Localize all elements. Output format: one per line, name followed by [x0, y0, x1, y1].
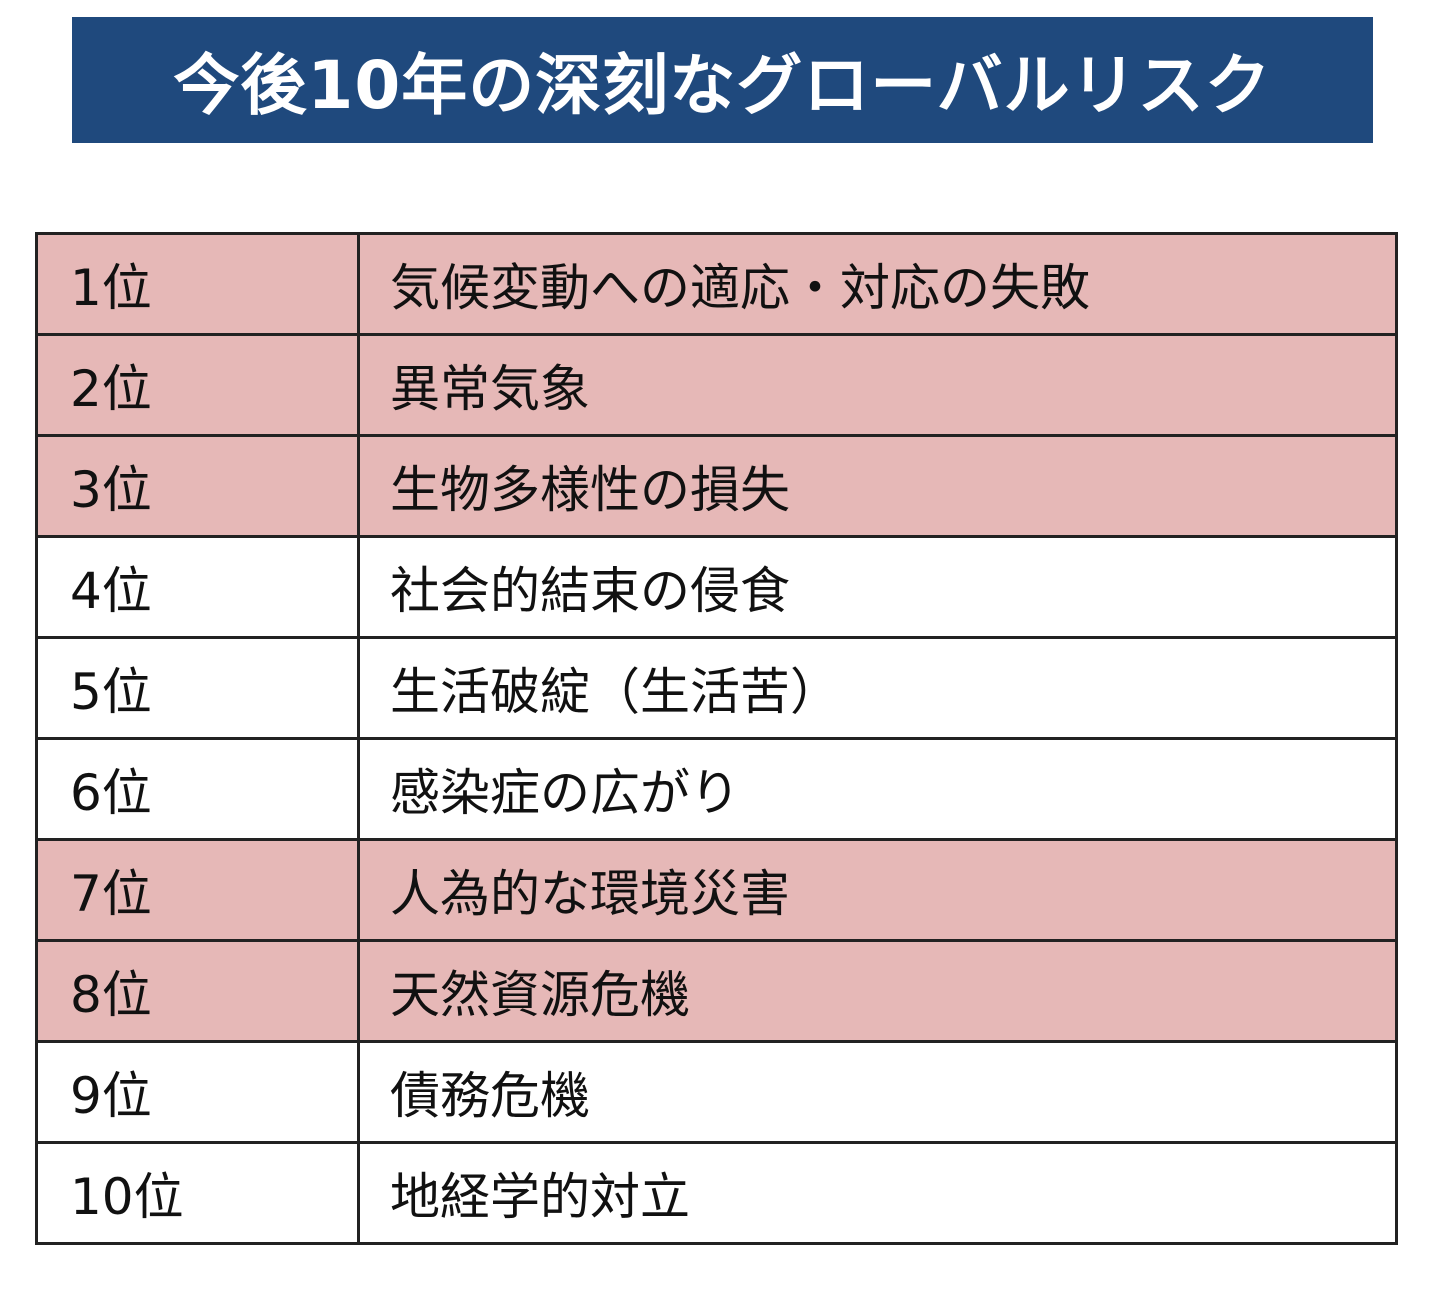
- table-row: 3位 生物多様性の損失: [35, 434, 1398, 538]
- risk-cell: 債務危機: [357, 1040, 1398, 1144]
- rank-cell: 9位: [35, 1040, 360, 1144]
- risk-cell: 異常気象: [357, 333, 1398, 437]
- rank-cell: 5位: [35, 636, 360, 740]
- table-row: 10位 地経学的対立: [35, 1141, 1398, 1245]
- table-row: 9位 債務危機: [35, 1040, 1398, 1144]
- risk-ranking-table: 1位 気候変動への適応・対応の失敗 2位 異常気象 3位 生物多様性の損失 4位…: [35, 232, 1398, 1245]
- risk-cell: 生活破綻（生活苦）: [357, 636, 1398, 740]
- rank-cell: 3位: [35, 434, 360, 538]
- rank-cell: 6位: [35, 737, 360, 841]
- table-row: 6位 感染症の広がり: [35, 737, 1398, 841]
- table-row: 2位 異常気象: [35, 333, 1398, 437]
- rank-cell: 2位: [35, 333, 360, 437]
- table-row: 1位 気候変動への適応・対応の失敗: [35, 232, 1398, 336]
- rank-cell: 1位: [35, 232, 360, 336]
- risk-cell: 人為的な環境災害: [357, 838, 1398, 942]
- risk-cell: 生物多様性の損失: [357, 434, 1398, 538]
- risk-cell: 地経学的対立: [357, 1141, 1398, 1245]
- title-banner: 今後10年の深刻なグローバルリスク: [72, 17, 1373, 143]
- table-row: 8位 天然資源危機: [35, 939, 1398, 1043]
- risk-cell: 社会的結束の侵食: [357, 535, 1398, 639]
- rank-cell: 7位: [35, 838, 360, 942]
- table-row: 7位 人為的な環境災害: [35, 838, 1398, 942]
- table-row: 4位 社会的結束の侵食: [35, 535, 1398, 639]
- risk-cell: 天然資源危機: [357, 939, 1398, 1043]
- page-title: 今後10年の深刻なグローバルリスク: [173, 47, 1272, 124]
- rank-cell: 4位: [35, 535, 360, 639]
- risk-cell: 感染症の広がり: [357, 737, 1398, 841]
- rank-cell: 10位: [35, 1141, 360, 1245]
- rank-cell: 8位: [35, 939, 360, 1043]
- risk-cell: 気候変動への適応・対応の失敗: [357, 232, 1398, 336]
- table-row: 5位 生活破綻（生活苦）: [35, 636, 1398, 740]
